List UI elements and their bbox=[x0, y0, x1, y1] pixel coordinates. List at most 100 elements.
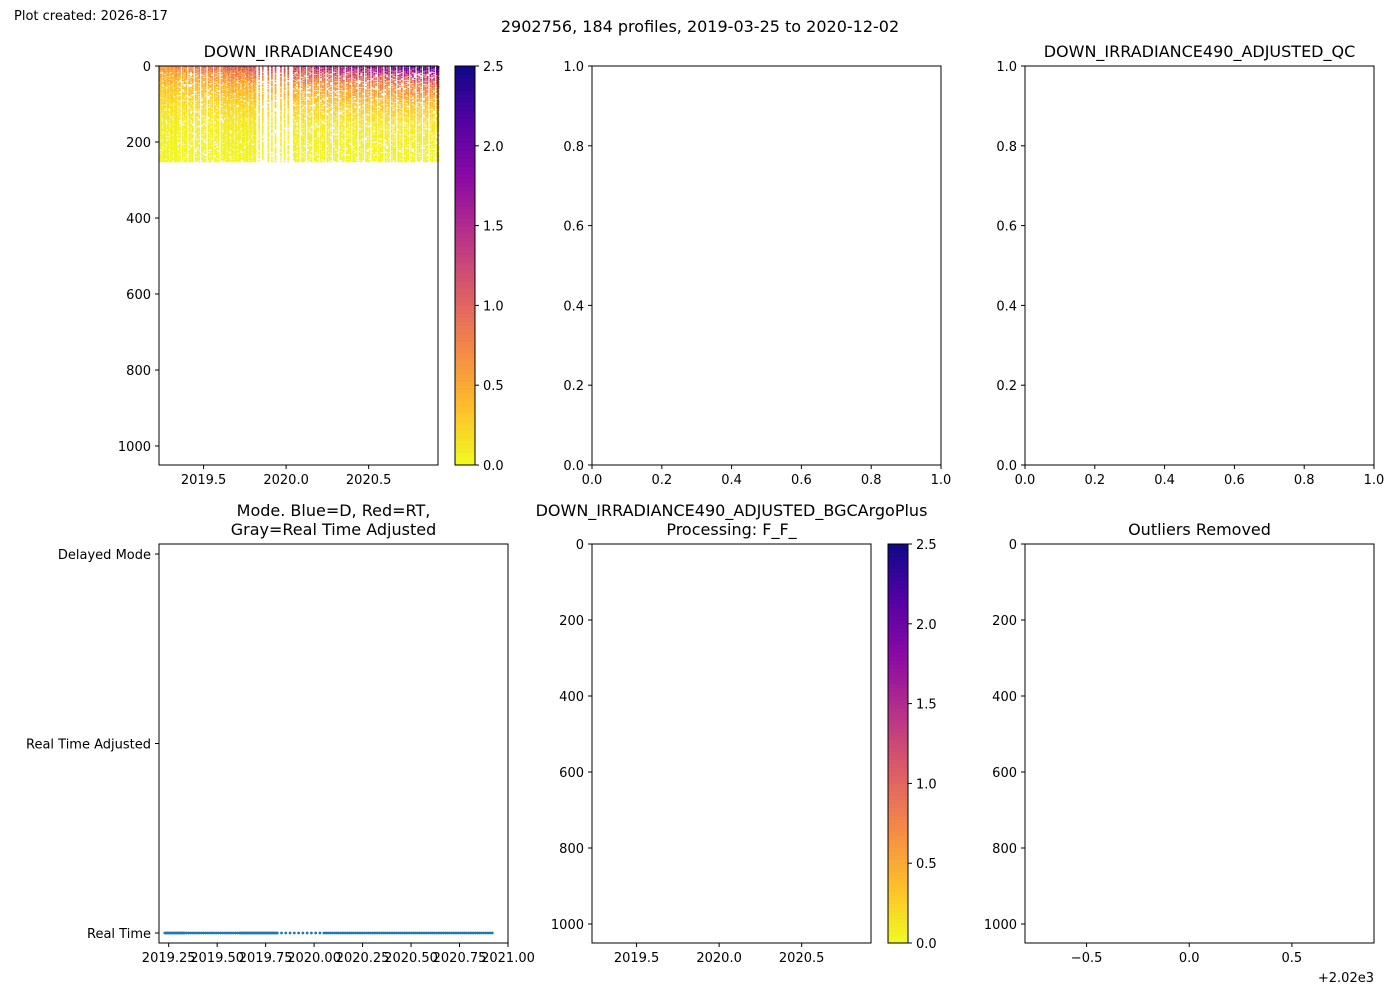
heatmap-cell bbox=[168, 95, 170, 98]
heatmap-cell bbox=[250, 141, 253, 143]
heatmap-cell bbox=[183, 68, 186, 71]
heatmap-cell bbox=[185, 126, 188, 128]
heatmap-cell bbox=[159, 94, 161, 97]
heatmap-cell bbox=[196, 137, 199, 139]
heatmap-cell bbox=[253, 122, 255, 124]
heatmap-cell bbox=[225, 77, 227, 80]
heatmap-cell bbox=[203, 156, 205, 159]
heatmap-cell bbox=[227, 132, 229, 134]
heatmap-cell bbox=[246, 158, 248, 161]
heatmap-cell bbox=[167, 118, 169, 120]
heatmap-cell bbox=[160, 139, 163, 141]
heatmap-cell bbox=[230, 89, 233, 92]
heatmap-cell bbox=[198, 106, 201, 108]
heatmap-cell bbox=[246, 152, 248, 155]
heatmap-cell bbox=[203, 95, 205, 98]
heatmap-cell bbox=[179, 89, 181, 92]
heatmap-cell bbox=[166, 75, 168, 78]
heatmap-cell bbox=[171, 103, 174, 105]
heatmap-cell bbox=[243, 128, 245, 130]
heatmap-cell bbox=[215, 101, 218, 103]
heatmap-cell bbox=[203, 69, 205, 72]
heatmap-cell bbox=[162, 69, 165, 72]
heatmap-cell bbox=[166, 152, 168, 155]
heatmap-cell bbox=[196, 79, 199, 82]
heatmap-cell bbox=[249, 129, 252, 131]
heatmap-cell bbox=[235, 68, 237, 71]
heatmap-cell bbox=[179, 130, 181, 132]
heatmap-cell bbox=[246, 68, 248, 71]
heatmap-cell bbox=[159, 85, 161, 88]
heatmap-cell bbox=[159, 81, 162, 84]
heatmap-cell bbox=[167, 147, 169, 149]
heatmap-cell bbox=[250, 139, 253, 141]
heatmap-cell bbox=[159, 98, 162, 101]
heatmap-cell bbox=[183, 154, 186, 157]
heatmap-cell bbox=[196, 124, 199, 126]
heatmap-cell bbox=[160, 78, 163, 81]
heatmap-cell bbox=[249, 139, 252, 141]
heatmap-cell bbox=[170, 88, 173, 91]
heatmap-cell bbox=[174, 113, 177, 115]
heatmap-cell bbox=[162, 149, 165, 152]
heatmap-cell bbox=[196, 76, 199, 79]
heatmap-cell bbox=[222, 70, 224, 73]
heatmap-cell bbox=[235, 82, 237, 85]
heatmap-cell bbox=[234, 77, 236, 80]
heatmap-cell bbox=[181, 119, 184, 121]
heatmap-cell bbox=[253, 126, 255, 128]
heatmap-cell bbox=[192, 148, 194, 150]
heatmap-cell bbox=[227, 70, 230, 73]
heatmap-cell bbox=[196, 155, 199, 158]
heatmap-cell bbox=[225, 116, 227, 118]
heatmap-cell bbox=[163, 139, 166, 141]
heatmap-cell bbox=[214, 87, 216, 90]
heatmap-cell bbox=[175, 155, 178, 158]
heatmap-cell bbox=[168, 158, 170, 161]
heatmap-cell bbox=[181, 122, 184, 124]
heatmap-cell bbox=[242, 80, 245, 83]
heatmap-cell bbox=[249, 88, 252, 91]
heatmap-cell bbox=[241, 127, 244, 129]
heatmap-cell bbox=[169, 113, 172, 115]
heatmap-cell bbox=[224, 72, 226, 75]
heatmap-cell bbox=[250, 102, 253, 104]
heatmap-cell bbox=[163, 96, 166, 99]
heatmap-cell bbox=[234, 106, 236, 108]
heatmap-cell bbox=[250, 129, 253, 131]
heatmap-cell bbox=[175, 113, 178, 115]
heatmap-cell bbox=[234, 86, 236, 89]
heatmap-cell bbox=[174, 83, 177, 86]
heatmap-cell bbox=[227, 140, 229, 142]
heatmap-cell bbox=[241, 121, 244, 123]
heatmap-cell bbox=[242, 122, 245, 124]
heatmap-cell bbox=[214, 136, 216, 138]
heatmap-cell bbox=[164, 71, 167, 74]
heatmap-cell bbox=[227, 116, 229, 118]
heatmap-cell bbox=[207, 100, 210, 102]
heatmap-cell bbox=[168, 128, 170, 130]
heatmap-cell bbox=[242, 97, 245, 100]
heatmap-cell bbox=[234, 127, 236, 129]
heatmap-cell bbox=[201, 136, 203, 138]
heatmap-cell bbox=[230, 77, 233, 80]
heatmap-cell bbox=[222, 113, 224, 115]
heatmap-cell bbox=[241, 104, 244, 106]
heatmap-cell bbox=[250, 114, 253, 116]
heatmap-cell bbox=[173, 66, 176, 69]
heatmap-cell bbox=[170, 148, 173, 151]
heatmap-cell bbox=[179, 88, 181, 91]
heatmap-cell bbox=[201, 118, 203, 120]
heatmap-cell bbox=[245, 94, 247, 97]
heatmap-cell bbox=[167, 78, 169, 81]
heatmap-cell bbox=[228, 99, 231, 101]
heatmap-cell bbox=[170, 90, 173, 93]
heatmap-cell bbox=[249, 75, 252, 78]
heatmap-cell bbox=[192, 112, 194, 114]
heatmap-cell bbox=[177, 119, 179, 121]
heatmap-cell bbox=[232, 149, 235, 152]
heatmap-cell bbox=[215, 109, 218, 111]
heatmap-cell bbox=[250, 131, 253, 133]
heatmap-cell bbox=[175, 93, 178, 96]
heatmap-cell bbox=[246, 80, 248, 83]
